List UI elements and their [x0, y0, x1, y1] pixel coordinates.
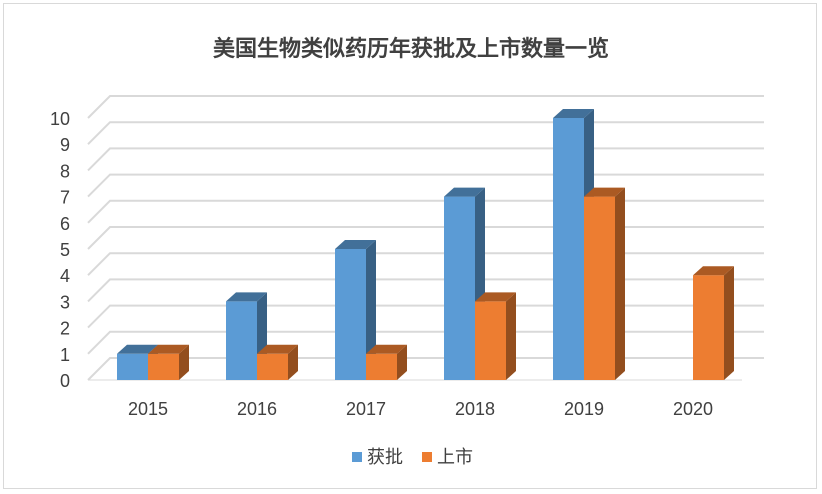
bar-上市-2019 — [584, 187, 625, 380]
gridline — [87, 330, 764, 355]
bar-front — [366, 353, 397, 380]
x-axis-ticks: 2015 2016 2017 2018 2019 2020 — [128, 399, 713, 419]
bar-front — [553, 118, 584, 380]
chart-title: 美国生物类似药历年获批及上市数量一览 — [213, 36, 609, 62]
y-axis-ticks: 0 1 2 3 4 5 6 7 8 9 10 — [50, 109, 70, 391]
bar-top — [366, 344, 407, 354]
legend: 获批 上市 — [352, 447, 473, 468]
bar-top — [257, 344, 298, 354]
x-tick-label: 2016 — [237, 399, 277, 419]
x-tick-label: 2019 — [564, 399, 604, 419]
y-tick-label: 7 — [60, 188, 70, 208]
gridline — [87, 147, 764, 172]
bar-side — [724, 266, 734, 380]
y-tick-label: 1 — [60, 345, 70, 365]
bar-top — [335, 240, 376, 249]
y-tick-label: 0 — [60, 371, 70, 391]
bar-front — [444, 196, 475, 380]
legend-swatch — [352, 452, 362, 462]
bar-side — [179, 344, 189, 380]
y-tick-label: 5 — [60, 240, 70, 260]
x-tick-label: 2015 — [128, 399, 168, 419]
y-tick-label: 2 — [60, 319, 70, 339]
bar-front — [693, 275, 724, 380]
gridline — [87, 95, 764, 119]
bar-上市-2018 — [475, 292, 516, 380]
bar-side — [506, 292, 516, 380]
legend-label: 上市 — [437, 447, 473, 468]
gridline — [87, 226, 764, 250]
bar-front — [117, 353, 148, 380]
bar-front — [475, 301, 506, 380]
y-tick-label: 3 — [60, 292, 70, 312]
gridline — [87, 121, 764, 145]
x-tick-label: 2017 — [346, 399, 386, 419]
bar-top — [584, 187, 625, 197]
bar-side — [397, 344, 407, 380]
bar-top — [117, 344, 158, 354]
legend-swatch — [422, 452, 432, 462]
gridline — [87, 173, 764, 198]
bar-side — [615, 187, 625, 380]
y-tick-label: 9 — [60, 135, 70, 155]
bar-front — [226, 301, 257, 380]
bar-top — [553, 109, 594, 118]
chart-frame — [3, 3, 817, 489]
gridlines — [87, 95, 764, 381]
bar-上市-2020 — [693, 266, 734, 380]
bar-front — [335, 249, 366, 380]
bar-获批-2019 — [553, 109, 594, 380]
gridline — [87, 304, 764, 329]
bar-top — [226, 292, 267, 302]
bar-top — [693, 266, 734, 276]
bar-上市-2016 — [257, 344, 298, 380]
bar-side — [288, 344, 298, 380]
bar-获批-2017 — [335, 240, 376, 380]
bar-front — [148, 353, 179, 380]
bars — [117, 109, 734, 380]
gridline — [87, 357, 764, 381]
y-tick-label: 6 — [60, 214, 70, 234]
gridline — [87, 278, 764, 303]
bar-top — [475, 292, 516, 302]
y-tick-label: 8 — [60, 161, 70, 181]
x-tick-label: 2018 — [455, 399, 495, 419]
bar-获批-2018 — [444, 187, 485, 380]
bar-上市-2015 — [148, 344, 189, 380]
bar-front — [584, 196, 615, 380]
y-tick-label: 4 — [60, 266, 70, 286]
bar-top — [444, 187, 485, 197]
y-tick-label: 10 — [50, 109, 70, 129]
legend-label: 获批 — [367, 447, 403, 468]
bar-side — [366, 240, 376, 380]
x-tick-label: 2020 — [673, 399, 713, 419]
bar-上市-2017 — [366, 344, 407, 380]
gridline — [87, 252, 764, 276]
gridline — [87, 199, 764, 224]
bar-top — [148, 344, 189, 354]
bar-front — [257, 353, 288, 380]
